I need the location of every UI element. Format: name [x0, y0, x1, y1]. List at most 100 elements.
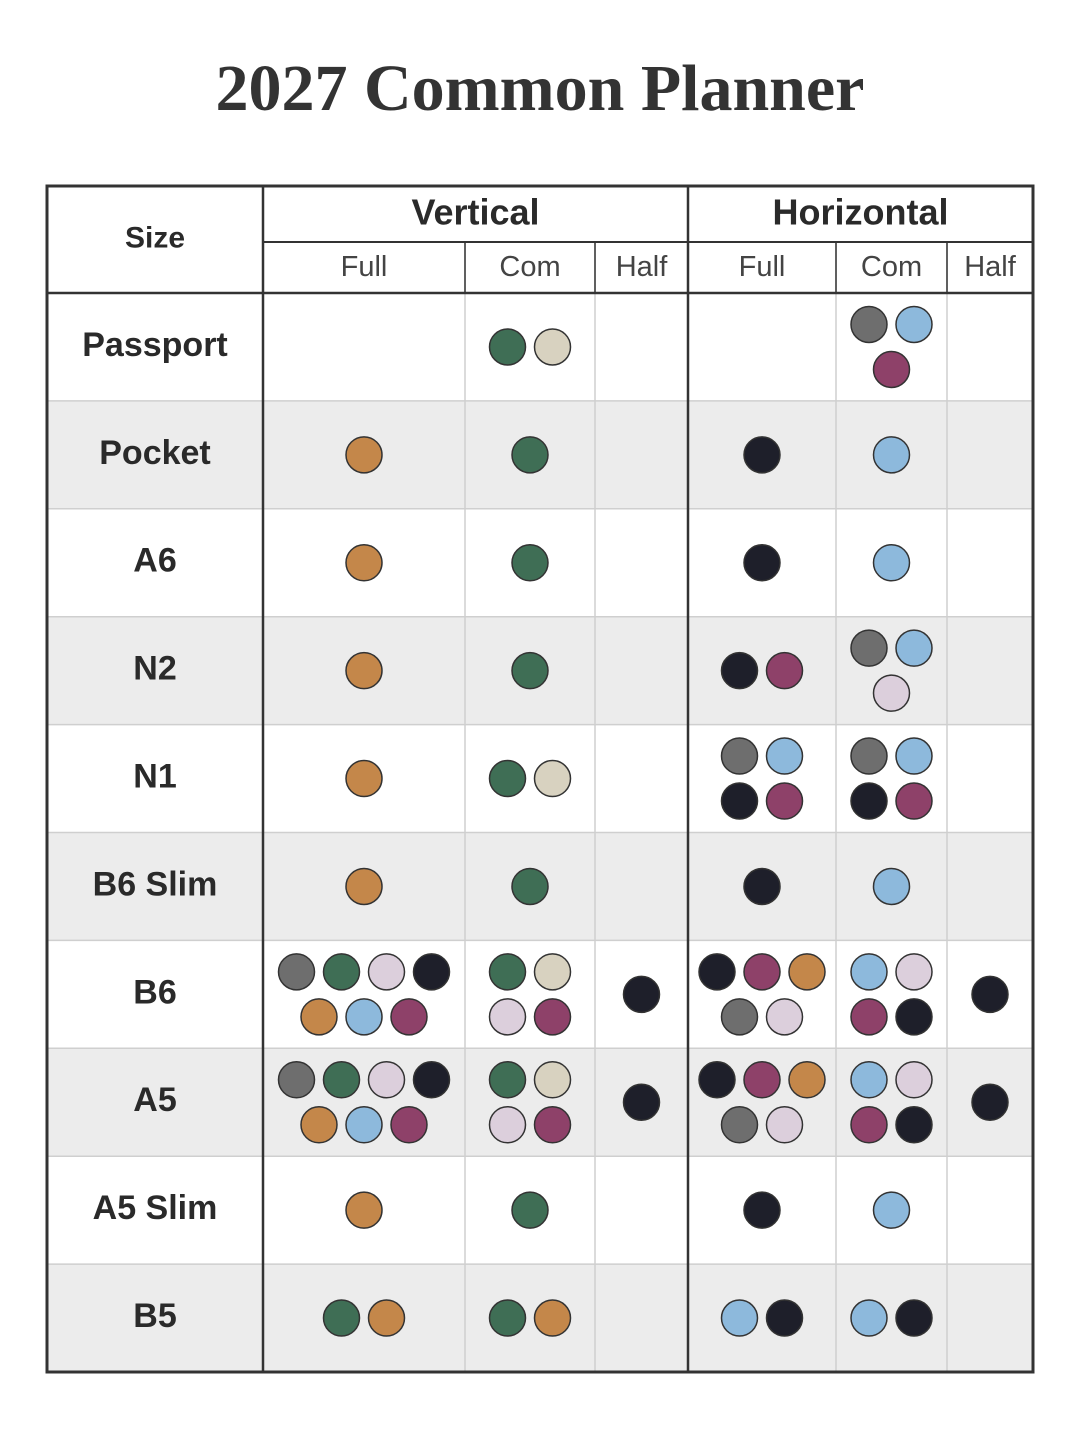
group-header: Vertical: [411, 192, 539, 233]
color-dot: [720, 1299, 759, 1337]
color-dot: [895, 737, 933, 775]
color-dot: [743, 953, 781, 991]
color-dot: [322, 953, 361, 991]
color-dot: [488, 998, 527, 1036]
color-dot: [872, 544, 911, 582]
color-dot: [788, 953, 826, 991]
size-label: A6: [133, 542, 176, 580]
color-dot: [488, 1106, 527, 1144]
color-dot: [345, 867, 383, 906]
color-dot: [511, 544, 549, 582]
color-dot: [698, 1061, 736, 1099]
color-dot: [300, 1106, 338, 1144]
color-dot: [895, 1106, 933, 1144]
size-header: Size: [125, 221, 185, 254]
color-dot: [622, 975, 661, 1014]
color-dot: [850, 1106, 888, 1144]
color-dot: [277, 953, 316, 991]
color-dot: [511, 867, 549, 906]
color-dot: [511, 436, 549, 474]
color-dot: [765, 737, 804, 775]
color-dot: [765, 1106, 804, 1144]
color-dot: [390, 998, 428, 1036]
color-dot: [533, 998, 572, 1036]
color-dot: [850, 998, 888, 1036]
color-dot: [895, 1061, 933, 1099]
color-dot: [872, 674, 911, 712]
color-dot: [390, 1106, 428, 1144]
color-dot: [765, 782, 804, 820]
color-dot: [850, 1061, 888, 1099]
color-dot: [533, 759, 572, 798]
title: 2027 Common Planner: [216, 52, 865, 125]
color-dot: [488, 328, 527, 366]
color-dot: [322, 1061, 361, 1099]
color-dot: [533, 328, 572, 366]
size-label: A5: [133, 1081, 176, 1119]
color-dot: [533, 1299, 572, 1337]
row-stripe: [47, 1048, 1033, 1157]
color-dot: [743, 1061, 781, 1099]
color-dot: [367, 1299, 406, 1337]
color-dot: [345, 1191, 383, 1229]
color-dot: [788, 1061, 826, 1099]
color-dot: [765, 651, 804, 690]
color-dot: [511, 1191, 549, 1229]
color-dot: [367, 953, 406, 991]
color-dot: [345, 759, 383, 798]
color-dot: [743, 544, 781, 582]
color-dot: [488, 759, 527, 798]
color-dot: [720, 998, 759, 1036]
color-dot: [850, 305, 888, 344]
color-dot: [872, 1191, 911, 1229]
size-label: B5: [133, 1297, 176, 1335]
color-dot: [895, 305, 933, 344]
color-dot: [367, 1061, 406, 1099]
color-dot: [743, 436, 781, 474]
column-header: Full: [739, 251, 786, 283]
column-header: Full: [341, 251, 388, 283]
color-dot: [720, 1106, 759, 1144]
color-dot: [895, 782, 933, 820]
color-dot: [345, 651, 383, 690]
color-dot: [412, 953, 451, 991]
color-dot: [533, 1106, 572, 1144]
color-dot: [488, 1299, 527, 1337]
size-label: Passport: [82, 326, 228, 364]
color-dot: [895, 1299, 933, 1337]
size-label: A5 Slim: [93, 1189, 218, 1227]
size-label: B6 Slim: [93, 865, 218, 903]
color-dot: [622, 1083, 661, 1121]
color-dot: [533, 953, 572, 991]
column-header: Half: [616, 251, 669, 283]
size-label: N1: [133, 758, 176, 796]
size-label: Pocket: [99, 434, 211, 472]
color-dot: [895, 629, 933, 667]
color-dot: [743, 867, 781, 906]
color-dot: [971, 1083, 1009, 1121]
color-dot: [743, 1191, 781, 1229]
color-dot: [511, 651, 549, 690]
color-dot: [872, 867, 911, 906]
color-dot: [850, 953, 888, 991]
color-dot: [850, 1299, 888, 1337]
color-dot: [765, 1299, 804, 1337]
color-dot: [872, 436, 911, 474]
color-dot: [345, 998, 383, 1036]
color-dot: [720, 651, 759, 690]
color-dot: [488, 953, 527, 991]
table-border: [45, 184, 1035, 1374]
color-dot: [345, 544, 383, 582]
color-dot: [720, 782, 759, 820]
color-dot: [300, 998, 338, 1036]
color-dot: [322, 1299, 361, 1337]
color-dot: [850, 737, 888, 775]
color-dot: [971, 975, 1009, 1014]
color-dot: [872, 350, 911, 389]
color-dot: [720, 737, 759, 775]
column-header: Com: [861, 251, 922, 283]
color-dot: [533, 1061, 572, 1099]
color-dot: [765, 998, 804, 1036]
